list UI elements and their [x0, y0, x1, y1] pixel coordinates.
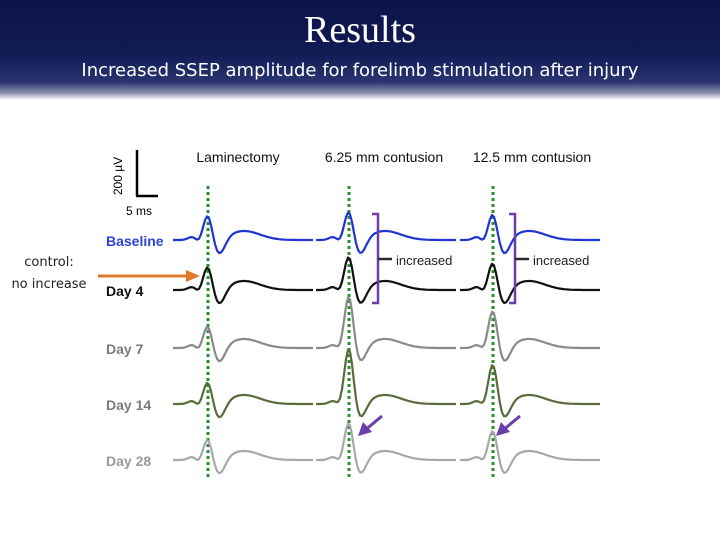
- waveform-12-5-mm-contusion-day-4: [460, 262, 600, 304]
- waveform-12-5-mm-contusion-day-28: [460, 430, 600, 474]
- increase-bracket-12-5-mm-contusion: [509, 212, 517, 305]
- waveform-laminectomy-day-7: [173, 325, 313, 363]
- panel-header-12-5-mm-contusion: 12.5 mm contusion: [473, 149, 591, 165]
- scale-bar-amplitude-label: 200 µV: [111, 157, 125, 195]
- decline-arrow-head-12-5-mm-contusion: [496, 422, 510, 436]
- control-arrow-head: [186, 270, 200, 282]
- control-note-line-1: control:: [24, 255, 74, 270]
- timepoint-label-day-28: Day 28: [106, 453, 151, 469]
- increase-label-6-25-mm-contusion: increased: [396, 253, 452, 268]
- waveform-12-5-mm-contusion-day-7: [460, 310, 600, 362]
- waveform-12-5-mm-contusion-day-14: [460, 364, 600, 418]
- timepoint-label-day-4: Day 4: [106, 283, 144, 299]
- waveform-laminectomy-day-28: [173, 439, 313, 475]
- scale-bar-time-label: 5 ms: [126, 204, 152, 218]
- panel-header-laminectomy: Laminectomy: [196, 149, 279, 165]
- panel-header-6-25-mm-contusion: 6.25 mm contusion: [325, 149, 443, 165]
- timepoint-label-baseline: Baseline: [106, 233, 164, 249]
- waveform-6-25-mm-contusion-day-7: [316, 296, 456, 362]
- waveform-6-25-mm-contusion-day-14: [316, 348, 456, 418]
- timepoint-label-day-7: Day 7: [106, 341, 144, 357]
- waveform-6-25-mm-contusion-baseline: [316, 211, 456, 254]
- control-note-line-2: no increase: [11, 277, 87, 292]
- waveform-12-5-mm-contusion-baseline: [460, 214, 600, 255]
- decline-arrow-head-6-25-mm-contusion: [358, 422, 372, 436]
- timepoint-label-day-14: Day 14: [106, 397, 151, 413]
- increase-label-12-5-mm-contusion: increased: [533, 253, 589, 268]
- waveform-6-25-mm-contusion-day-28: [316, 422, 456, 474]
- waveform-laminectomy-baseline: [173, 215, 313, 255]
- increase-bracket-6-25-mm-contusion: [372, 212, 380, 305]
- title-banner: Results Increased SSEP amplitude for for…: [0, 0, 720, 100]
- waveform-6-25-mm-contusion-day-4: [316, 256, 456, 304]
- slide-title: Results: [304, 9, 416, 51]
- slide-subtitle: Increased SSEP amplitude for forelimb st…: [81, 60, 639, 81]
- waveform-laminectomy-day-4: [173, 266, 313, 305]
- waveform-laminectomy-day-14: [173, 381, 313, 419]
